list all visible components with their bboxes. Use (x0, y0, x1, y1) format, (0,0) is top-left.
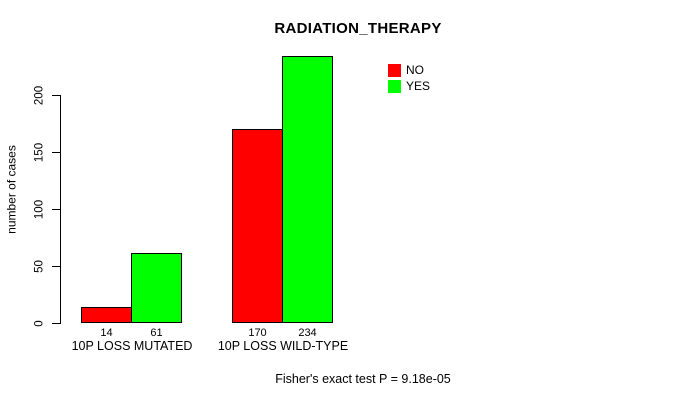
y-tick-label: 200 (33, 85, 46, 105)
bar-yes-group1 (131, 253, 182, 323)
bar-value-label: 170 (248, 327, 267, 339)
y-tick (52, 209, 60, 210)
legend-item-no: NO (388, 64, 430, 77)
category-label: 10P LOSS WILD-TYPE (217, 339, 349, 353)
legend-swatch-yes (388, 80, 401, 93)
y-tick-label: 100 (33, 199, 46, 219)
y-tick (52, 266, 60, 267)
y-tick (52, 323, 60, 324)
legend: NO YES (388, 64, 430, 96)
bar-value-label: 234 (298, 327, 317, 339)
y-tick-label: 150 (33, 142, 46, 162)
chart-title: RADIATION_THERAPY (274, 20, 442, 37)
legend-label: YES (406, 79, 431, 93)
bar-no-group1 (81, 307, 132, 323)
y-tick-label: 0 (33, 319, 46, 327)
y-tick-label: 50 (33, 259, 46, 273)
y-axis-line (60, 95, 61, 324)
footnote-text: Fisher's exact test P = 9.18e-05 (275, 372, 451, 386)
legend-label: NO (406, 63, 424, 77)
bar-value-label: 14 (100, 327, 113, 339)
bar-no-group2 (232, 129, 283, 323)
y-tick (52, 95, 60, 96)
y-axis-label: number of cases (4, 145, 19, 234)
bar-yes-group2 (282, 56, 333, 323)
y-tick (52, 152, 60, 153)
bar-value-label: 61 (150, 327, 163, 339)
legend-item-yes: YES (388, 80, 430, 93)
category-label: 10P LOSS MUTATED (71, 339, 193, 353)
legend-swatch-no (388, 64, 401, 77)
